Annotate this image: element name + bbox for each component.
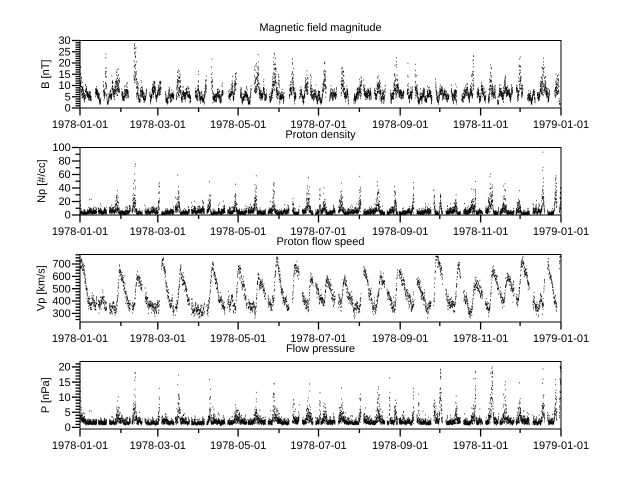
svg-text:600: 600 — [52, 271, 70, 283]
svg-text:1978-01-01: 1978-01-01 — [52, 226, 108, 238]
svg-text:Np [#/cc]: Np [#/cc] — [36, 159, 48, 202]
svg-text:1978-11-01: 1978-11-01 — [453, 333, 508, 345]
svg-text:30: 30 — [58, 35, 70, 47]
svg-text:1978-07-01: 1978-07-01 — [290, 226, 346, 238]
svg-text:5: 5 — [65, 407, 71, 419]
svg-text:1978-09-01: 1978-09-01 — [372, 119, 428, 131]
svg-text:1978-05-01: 1978-05-01 — [210, 226, 266, 238]
svg-text:1978-05-01: 1978-05-01 — [210, 119, 266, 131]
svg-text:1979-01-01: 1979-01-01 — [533, 226, 589, 238]
svg-text:1979-01-01: 1979-01-01 — [533, 333, 589, 345]
svg-text:0: 0 — [65, 103, 71, 115]
svg-text:10: 10 — [58, 392, 70, 404]
svg-text:0: 0 — [65, 210, 71, 222]
svg-text:1978-03-01: 1978-03-01 — [130, 226, 186, 238]
svg-text:40: 40 — [58, 183, 70, 195]
svg-text:1978-09-01: 1978-09-01 — [372, 333, 428, 345]
svg-text:300: 300 — [52, 308, 70, 320]
svg-text:10: 10 — [58, 80, 70, 92]
svg-text:Vp [km/s]: Vp [km/s] — [35, 265, 47, 311]
svg-text:25: 25 — [58, 47, 70, 59]
svg-text:1979-01-01: 1979-01-01 — [533, 119, 589, 131]
svg-text:1978-11-01: 1978-11-01 — [453, 440, 508, 452]
svg-text:B [nT]: B [nT] — [40, 60, 52, 89]
svg-text:1978-03-01: 1978-03-01 — [130, 333, 186, 345]
svg-text:Magnetic field magnitude: Magnetic field magnitude — [259, 22, 381, 34]
svg-text:100: 100 — [52, 142, 70, 154]
svg-text:Flow pressure: Flow pressure — [286, 343, 355, 355]
svg-text:15: 15 — [58, 69, 70, 81]
svg-text:P [nPa]: P [nPa] — [40, 377, 52, 413]
svg-text:1978-09-01: 1978-09-01 — [372, 226, 428, 238]
svg-text:500: 500 — [52, 283, 70, 295]
svg-text:1978-03-01: 1978-03-01 — [130, 119, 186, 131]
svg-text:400: 400 — [52, 296, 70, 308]
svg-text:20: 20 — [58, 58, 70, 70]
svg-text:1979-01-01: 1979-01-01 — [533, 440, 589, 452]
svg-text:Proton flow speed: Proton flow speed — [276, 236, 364, 248]
svg-text:1978-05-01: 1978-05-01 — [210, 333, 266, 345]
svg-text:1978-07-01: 1978-07-01 — [290, 333, 346, 345]
svg-text:15: 15 — [58, 377, 70, 389]
svg-text:80: 80 — [58, 156, 70, 168]
svg-text:20: 20 — [58, 196, 70, 208]
svg-text:20: 20 — [58, 362, 70, 374]
svg-text:1978-09-01: 1978-09-01 — [372, 440, 428, 452]
svg-text:1978-11-01: 1978-11-01 — [453, 226, 508, 238]
svg-text:0: 0 — [65, 422, 71, 434]
svg-text:1978-07-01: 1978-07-01 — [290, 119, 346, 131]
svg-text:1978-01-01: 1978-01-01 — [52, 333, 108, 345]
svg-text:60: 60 — [58, 169, 70, 181]
svg-text:1978-07-01: 1978-07-01 — [290, 440, 346, 452]
svg-text:1978-11-01: 1978-11-01 — [453, 119, 508, 131]
svg-text:1978-03-01: 1978-03-01 — [130, 440, 186, 452]
svg-text:5: 5 — [65, 92, 71, 104]
svg-text:Proton density: Proton density — [285, 129, 356, 141]
svg-text:1978-01-01: 1978-01-01 — [52, 119, 108, 131]
svg-text:1978-01-01: 1978-01-01 — [52, 440, 108, 452]
svg-text:700: 700 — [52, 259, 70, 271]
svg-text:1978-05-01: 1978-05-01 — [210, 440, 266, 452]
